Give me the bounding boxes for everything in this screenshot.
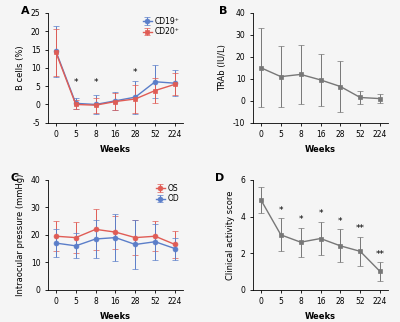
X-axis label: Weeks: Weeks (305, 145, 336, 154)
Text: *: * (279, 206, 283, 215)
Text: D: D (215, 173, 224, 183)
X-axis label: Weeks: Weeks (100, 145, 131, 154)
X-axis label: Weeks: Weeks (305, 312, 336, 321)
Text: *: * (338, 217, 343, 226)
Text: *: * (133, 68, 138, 77)
Legend: CD19⁺, CD20⁺: CD19⁺, CD20⁺ (143, 17, 179, 36)
Text: *: * (318, 209, 323, 218)
Text: B: B (219, 6, 228, 16)
Y-axis label: B cells (%): B cells (%) (16, 45, 25, 90)
Text: **: ** (356, 224, 365, 233)
Text: *: * (298, 215, 303, 224)
Y-axis label: TRAb (IU/L): TRAb (IU/L) (218, 44, 228, 91)
Text: A: A (21, 6, 30, 16)
Text: *: * (93, 78, 98, 87)
Text: **: ** (376, 250, 384, 259)
Text: *: * (74, 78, 78, 87)
Text: C: C (10, 173, 18, 183)
Y-axis label: Intraocular pressure (mmHg): Intraocular pressure (mmHg) (16, 174, 25, 296)
Legend: OS, OD: OS, OD (156, 184, 179, 203)
X-axis label: Weeks: Weeks (100, 312, 131, 321)
Y-axis label: Clinical activity score: Clinical activity score (226, 190, 235, 279)
